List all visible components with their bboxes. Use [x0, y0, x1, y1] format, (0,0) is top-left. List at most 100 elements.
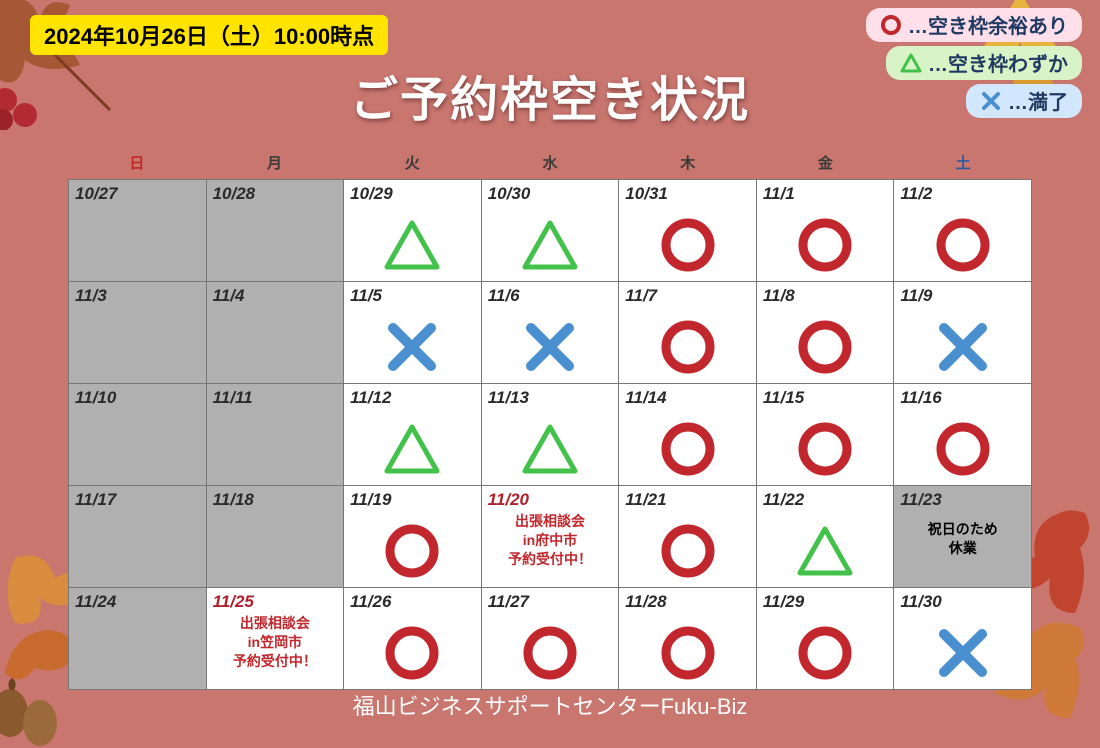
cell-date: 11/29 — [763, 592, 804, 612]
cell-note: 出張相談会in笠岡市予約受付中！ — [207, 614, 344, 671]
status-circle-icon — [619, 518, 756, 584]
calendar-cell: 11/19 — [344, 486, 482, 588]
cell-date: 10/27 — [75, 184, 118, 204]
dow-header: 土 — [894, 148, 1032, 179]
calendar-cell: 11/7 — [619, 282, 757, 384]
calendar-cell: 11/20出張相談会in府中市予約受付中！ — [482, 486, 620, 588]
cell-date: 11/21 — [625, 490, 666, 510]
cell-date: 11/5 — [350, 286, 382, 306]
cell-date: 11/6 — [488, 286, 520, 306]
calendar-cell: 11/14 — [619, 384, 757, 486]
status-circle-icon — [757, 620, 894, 686]
dow-header: 木 — [619, 148, 757, 179]
status-circle-icon — [894, 212, 1031, 278]
cell-date: 11/17 — [75, 490, 116, 510]
status-triangle-icon — [482, 212, 619, 278]
calendar-cell: 11/16 — [894, 384, 1032, 486]
cell-date: 11/10 — [75, 388, 116, 408]
calendar-cell: 11/6 — [482, 282, 620, 384]
calendar-cell: 11/27 — [482, 588, 620, 690]
status-circle-icon — [344, 620, 481, 686]
calendar-cell: 11/8 — [757, 282, 895, 384]
dow-header: 日 — [68, 148, 206, 179]
calendar-cell: 10/31 — [619, 180, 757, 282]
calendar-cell: 10/30 — [482, 180, 620, 282]
status-circle-icon — [894, 416, 1031, 482]
calendar-cell: 11/24 — [69, 588, 207, 690]
calendar-cell: 10/29 — [344, 180, 482, 282]
cell-date: 11/26 — [350, 592, 391, 612]
cell-date: 11/3 — [75, 286, 107, 306]
calendar-cell: 11/18 — [207, 486, 345, 588]
status-triangle-icon — [344, 416, 481, 482]
cell-date: 10/30 — [488, 184, 531, 204]
cell-date: 11/19 — [350, 490, 391, 510]
cell-date: 11/7 — [625, 286, 657, 306]
status-circle-icon — [619, 620, 756, 686]
cell-date: 10/28 — [213, 184, 256, 204]
status-triangle-icon — [344, 212, 481, 278]
cell-date: 11/24 — [75, 592, 116, 612]
calendar-cell: 11/30 — [894, 588, 1032, 690]
calendar-cell: 11/17 — [69, 486, 207, 588]
calendar-cell: 11/29 — [757, 588, 895, 690]
cell-date: 11/1 — [763, 184, 795, 204]
cell-date: 11/28 — [625, 592, 666, 612]
cell-date: 11/20 — [488, 490, 529, 510]
legend-circle-label: …空き枠余裕あり — [908, 10, 1068, 39]
cell-date: 11/9 — [900, 286, 932, 306]
calendar-cell: 11/28 — [619, 588, 757, 690]
dow-header: 月 — [206, 148, 344, 179]
calendar-grid: 10/27 10/28 10/29 10/30 10/31 11/1 11/2 11/3 11/… — [68, 179, 1032, 690]
page-title: ご予約枠空き状況 — [0, 60, 1100, 130]
status-circle-icon — [619, 314, 756, 380]
timestamp-badge: 2024年10月26日（土）10:00時点 — [30, 15, 388, 55]
calendar-cell: 11/21 — [619, 486, 757, 588]
status-circle-icon — [482, 620, 619, 686]
calendar-cell: 11/10 — [69, 384, 207, 486]
status-triangle-icon — [482, 416, 619, 482]
calendar-cell: 11/13 — [482, 384, 620, 486]
status-circle-icon — [619, 416, 756, 482]
cell-date: 10/29 — [350, 184, 393, 204]
day-of-week-row: 日月火水木金土 — [68, 148, 1032, 179]
calendar: 日月火水木金土 10/27 10/28 10/29 10/30 10/31 11/1 11/… — [68, 148, 1032, 690]
dow-header: 水 — [481, 148, 619, 179]
status-circle-icon — [757, 212, 894, 278]
calendar-cell: 11/5 — [344, 282, 482, 384]
calendar-cell: 11/9 — [894, 282, 1032, 384]
status-circle-icon — [757, 416, 894, 482]
cell-date: 11/14 — [625, 388, 666, 408]
status-circle-icon — [619, 212, 756, 278]
cell-date: 11/22 — [763, 490, 804, 510]
legend-circle: …空き枠余裕あり — [866, 8, 1082, 42]
cell-date: 11/18 — [213, 490, 254, 510]
calendar-cell: 11/2 — [894, 180, 1032, 282]
dow-header: 火 — [343, 148, 481, 179]
status-cross-icon — [894, 620, 1031, 686]
cell-date: 11/15 — [763, 388, 804, 408]
footer-text: 福山ビジネスサポートセンターFuku-Biz — [0, 689, 1100, 721]
circle-icon — [880, 14, 902, 36]
cell-date: 11/4 — [213, 286, 245, 306]
calendar-cell: 11/11 — [207, 384, 345, 486]
cell-date: 11/30 — [900, 592, 941, 612]
calendar-cell: 11/12 — [344, 384, 482, 486]
cell-date: 11/12 — [350, 388, 391, 408]
cell-note: 祝日のため休業 — [894, 520, 1031, 558]
cell-date: 11/16 — [900, 388, 941, 408]
calendar-cell: 10/28 — [207, 180, 345, 282]
cell-date: 11/2 — [900, 184, 932, 204]
cell-date: 11/23 — [900, 490, 941, 510]
cell-note: 出張相談会in府中市予約受付中！ — [482, 512, 619, 569]
calendar-cell: 11/15 — [757, 384, 895, 486]
calendar-cell: 11/3 — [69, 282, 207, 384]
cell-date: 11/27 — [488, 592, 529, 612]
calendar-cell: 11/22 — [757, 486, 895, 588]
calendar-cell: 11/23 祝日のため休業 — [894, 486, 1032, 588]
calendar-cell: 11/4 — [207, 282, 345, 384]
cell-date: 11/11 — [213, 388, 253, 408]
calendar-cell: 11/1 — [757, 180, 895, 282]
status-cross-icon — [344, 314, 481, 380]
calendar-cell: 10/27 — [69, 180, 207, 282]
